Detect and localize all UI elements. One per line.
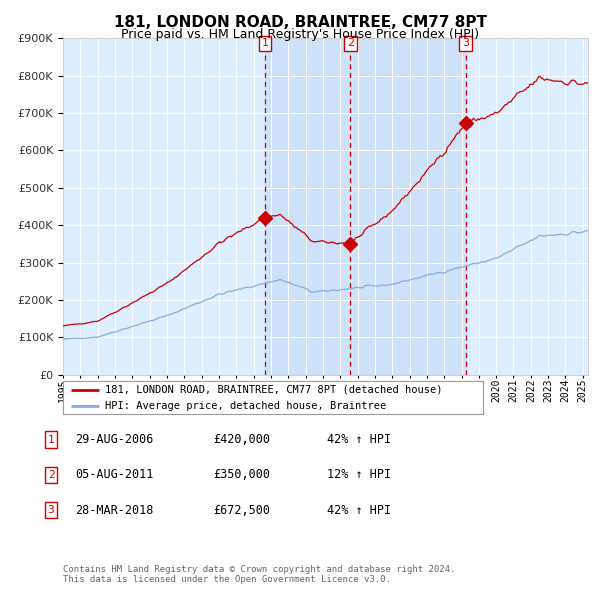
Text: Contains HM Land Registry data © Crown copyright and database right 2024.
This d: Contains HM Land Registry data © Crown c… [63,565,455,584]
Text: 3: 3 [462,38,469,48]
Text: 181, LONDON ROAD, BRAINTREE, CM77 8PT: 181, LONDON ROAD, BRAINTREE, CM77 8PT [113,15,487,30]
Text: 42% ↑ HPI: 42% ↑ HPI [327,504,391,517]
Text: £350,000: £350,000 [213,468,270,481]
Text: £420,000: £420,000 [213,433,270,446]
Text: 29-AUG-2006: 29-AUG-2006 [75,433,154,446]
Text: 12% ↑ HPI: 12% ↑ HPI [327,468,391,481]
Bar [265,38,466,375]
Text: 1: 1 [47,435,55,444]
Text: HPI: Average price, detached house, Braintree: HPI: Average price, detached house, Brai… [105,401,386,411]
Text: Price paid vs. HM Land Registry's House Price Index (HPI): Price paid vs. HM Land Registry's House … [121,28,479,41]
Text: 2: 2 [347,38,354,48]
Text: 3: 3 [47,506,55,515]
Text: 2: 2 [47,470,55,480]
Text: 42% ↑ HPI: 42% ↑ HPI [327,433,391,446]
Text: 1: 1 [262,38,269,48]
Text: £672,500: £672,500 [213,504,270,517]
Text: 28-MAR-2018: 28-MAR-2018 [75,504,154,517]
Text: 05-AUG-2011: 05-AUG-2011 [75,468,154,481]
Text: 181, LONDON ROAD, BRAINTREE, CM77 8PT (detached house): 181, LONDON ROAD, BRAINTREE, CM77 8PT (d… [105,385,443,395]
